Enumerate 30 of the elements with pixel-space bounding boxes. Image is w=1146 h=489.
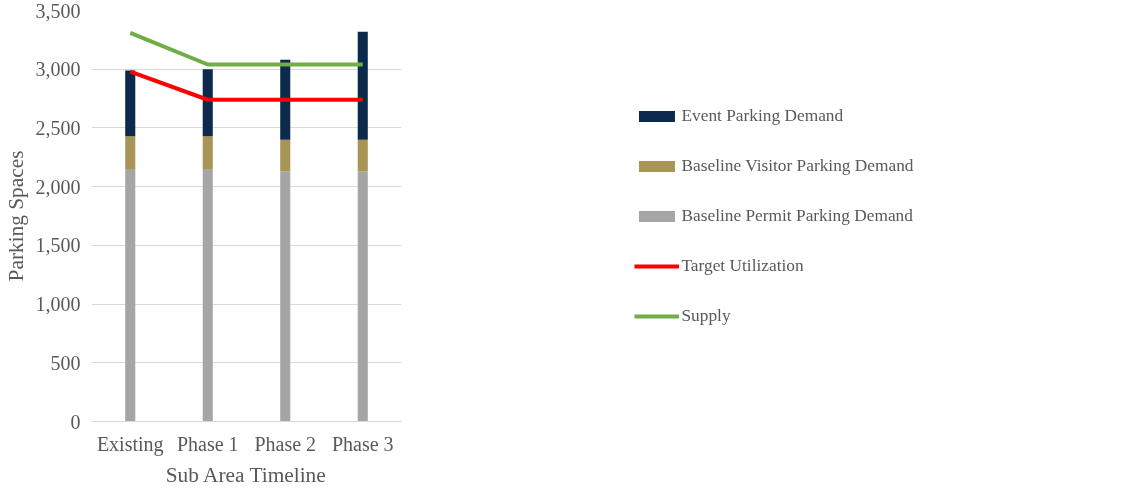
legend-label: Event Parking Demand [681, 105, 844, 126]
legend-label: Target Utilization [681, 255, 804, 276]
bar [357, 31, 368, 140]
y-tick-label: 1,000 [35, 293, 81, 316]
y-axis-title: Parking Spaces [3, 150, 28, 282]
x-tick-label: Existing [96, 432, 164, 456]
x-axis-title: Sub Area Timeline [165, 462, 326, 487]
bar [125, 70, 136, 137]
bar [202, 136, 213, 170]
x-tick-label: Phase 1 [176, 432, 239, 455]
bar [357, 171, 368, 422]
y-tick-label: 3,000 [35, 58, 81, 81]
x-tick-label: Phase 2 [254, 432, 317, 455]
y-tick-label: 2,500 [35, 116, 81, 139]
legend-label: Baseline Permit Parking Demand [681, 205, 913, 226]
bar [202, 169, 213, 422]
legend-label: Baseline Visitor Parking Demand [681, 155, 914, 176]
bar [280, 171, 291, 422]
y-tick-label: 2,000 [35, 175, 81, 198]
bar [202, 69, 213, 137]
y-tick-label: 500 [50, 351, 81, 374]
legend-label: Supply [681, 305, 731, 326]
bar [125, 136, 136, 170]
y-tick-label: 3,500 [35, 0, 81, 22]
x-tick-label: Phase 3 [331, 432, 394, 455]
bar [357, 139, 368, 172]
y-tick-label: 1,500 [35, 234, 81, 257]
bar [125, 169, 136, 422]
bar [280, 139, 291, 172]
y-tick-label: 0 [70, 410, 81, 433]
